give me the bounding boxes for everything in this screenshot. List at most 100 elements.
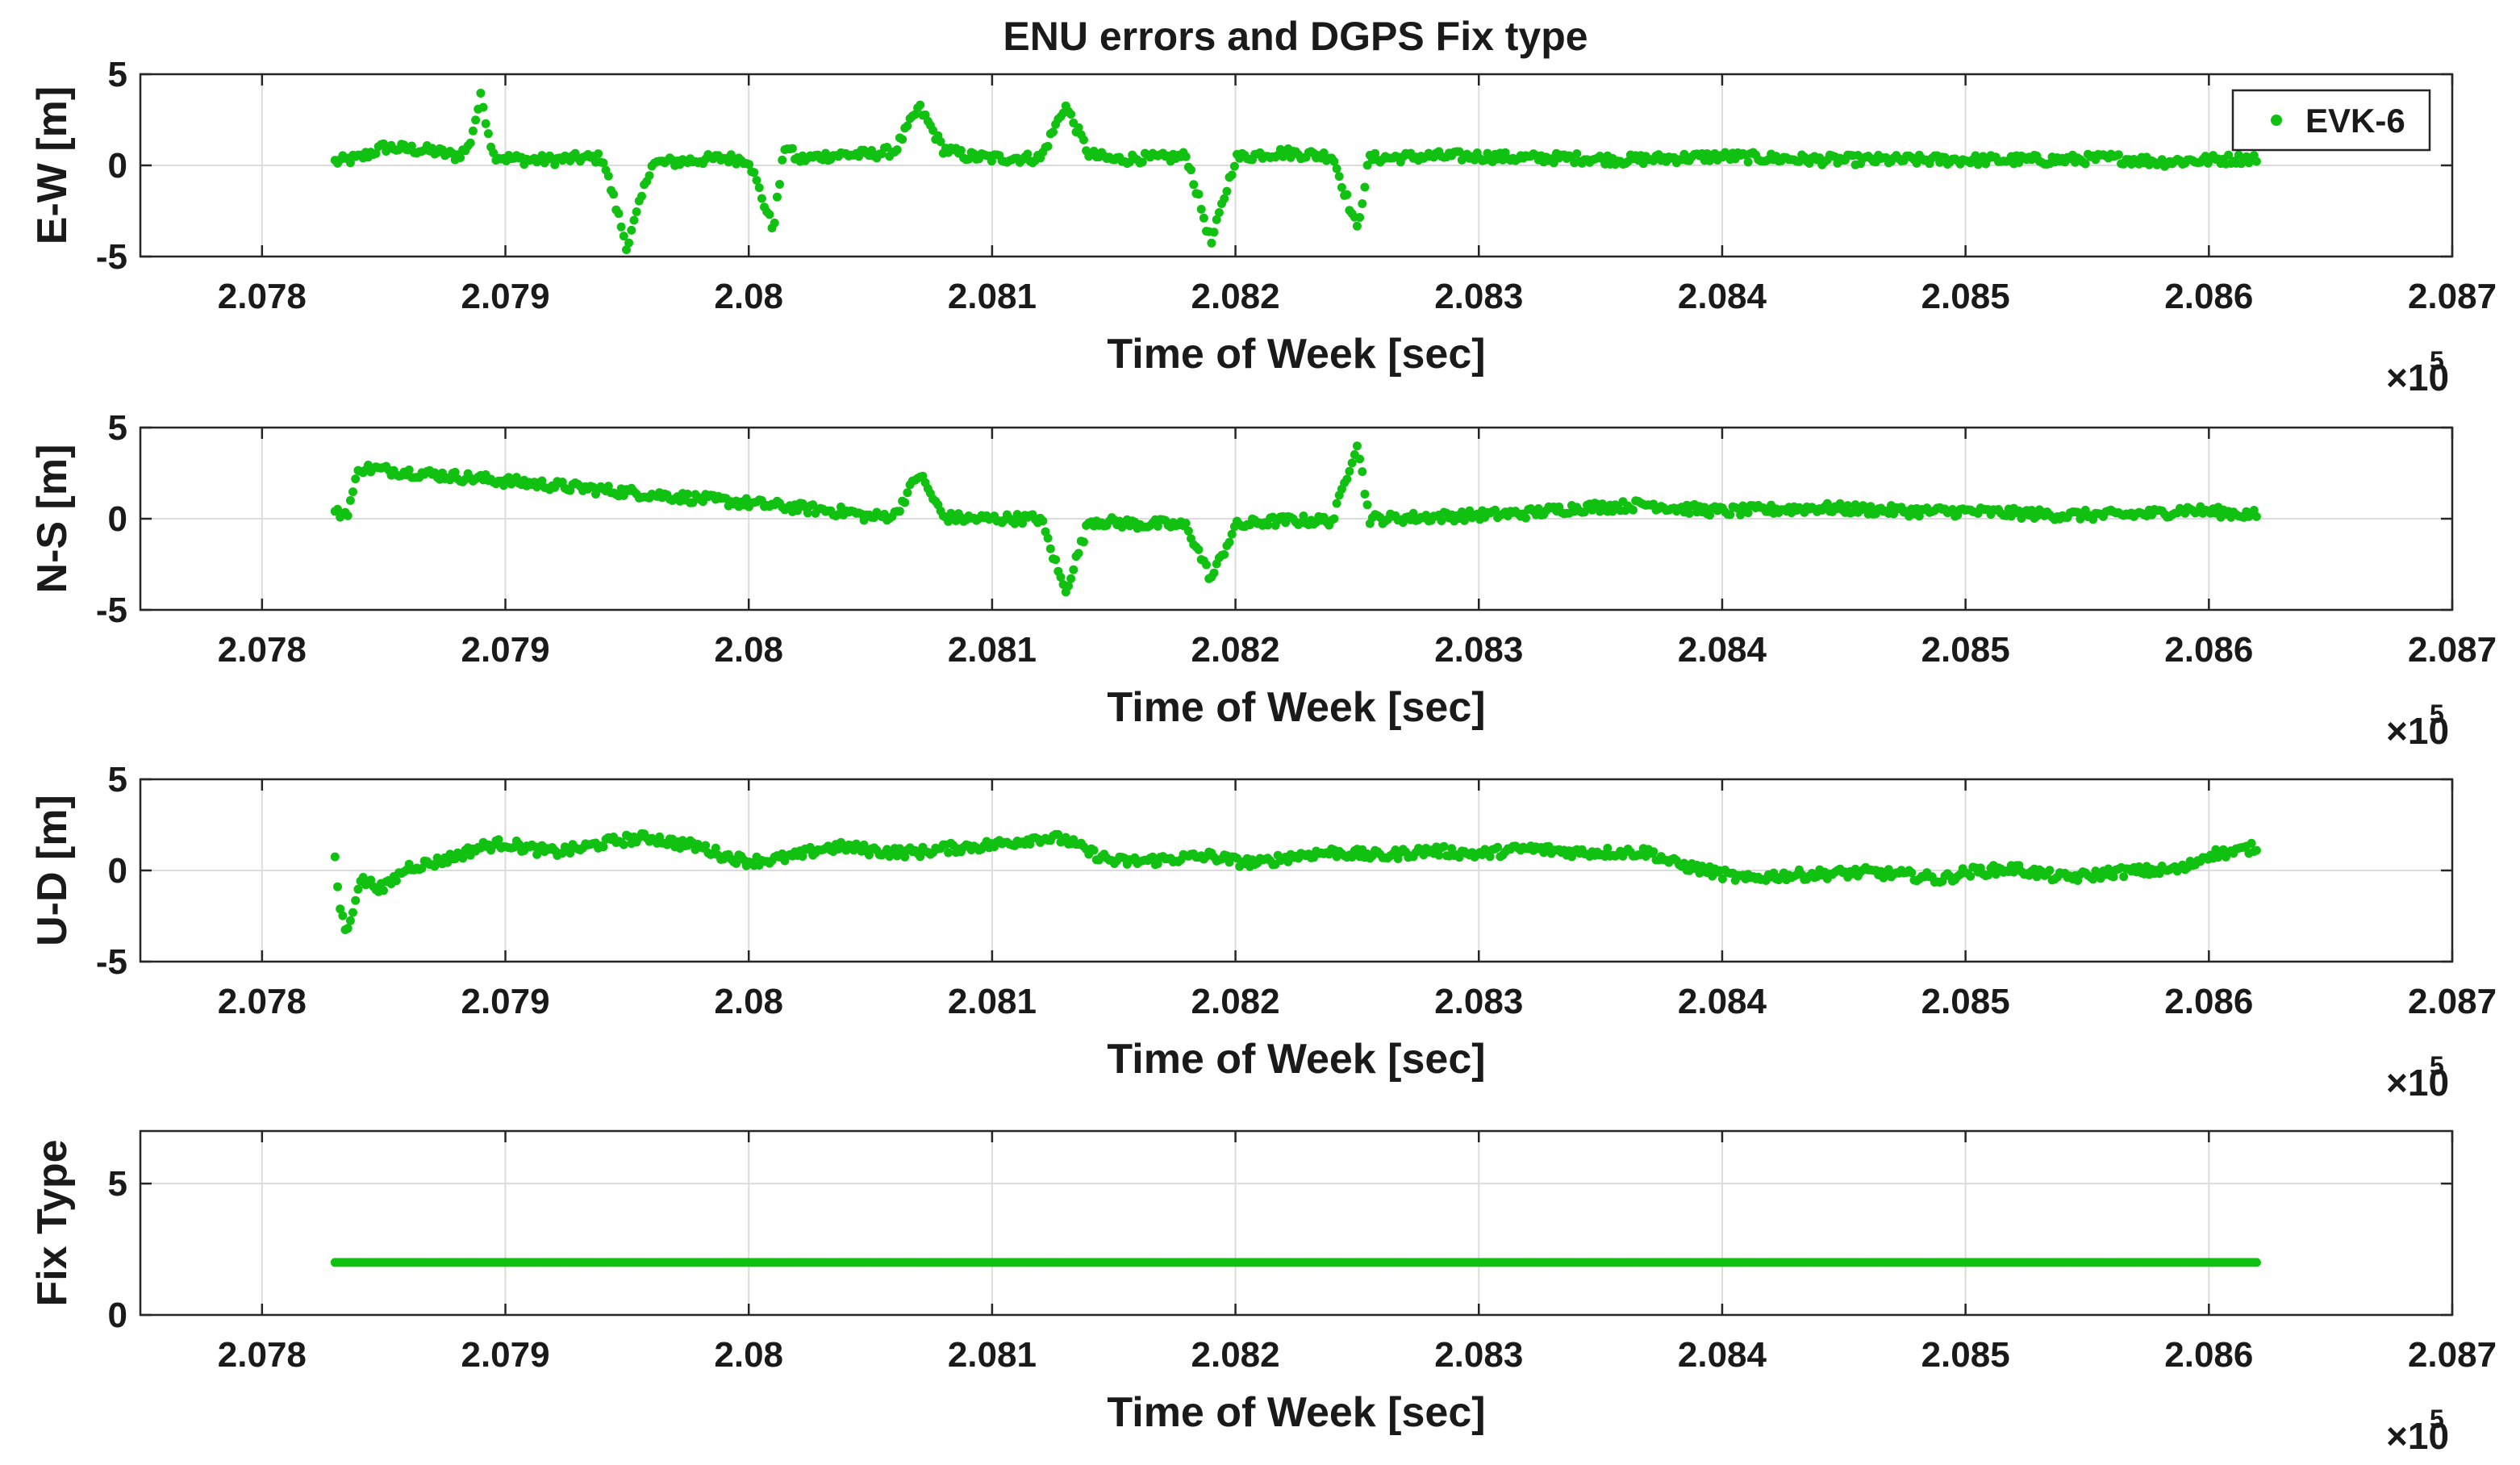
data-point xyxy=(407,141,416,151)
data-point xyxy=(1679,858,1689,868)
data-point xyxy=(1866,502,1875,511)
data-point xyxy=(732,858,741,868)
data-point xyxy=(1148,852,1158,862)
x-tick-label: 2.087 xyxy=(2408,1335,2497,1375)
x-tick-label: 2.079 xyxy=(461,982,549,1021)
data-point xyxy=(637,191,646,201)
data-point xyxy=(900,498,910,507)
y-tick-label: -5 xyxy=(96,942,127,982)
data-point xyxy=(1493,842,1503,852)
data-point xyxy=(1199,213,1208,223)
data-point xyxy=(345,158,355,168)
data-point xyxy=(898,135,907,144)
data-point xyxy=(627,225,636,235)
data-point xyxy=(1074,123,1083,132)
data-point xyxy=(450,467,460,477)
x-axis-exponent: ×10 xyxy=(2386,1062,2449,1104)
data-point xyxy=(1447,844,1457,854)
data-point xyxy=(1153,521,1162,531)
data-point xyxy=(532,849,542,859)
data-point xyxy=(2251,845,2261,855)
data-point xyxy=(338,911,348,920)
data-point xyxy=(622,245,631,254)
data-point xyxy=(1137,157,1147,167)
data-point xyxy=(2080,159,2090,169)
data-point xyxy=(1329,514,1339,524)
data-point xyxy=(1066,110,1076,119)
data-point xyxy=(333,882,342,891)
data-point xyxy=(1345,466,1354,476)
data-point xyxy=(1043,141,1053,151)
data-point xyxy=(348,487,357,497)
data-point xyxy=(900,852,910,862)
data-point xyxy=(892,145,902,155)
data-point xyxy=(806,842,815,852)
data-point xyxy=(645,171,654,181)
data-point xyxy=(903,121,912,131)
data-point xyxy=(775,180,784,189)
data-point xyxy=(936,137,945,147)
data-point xyxy=(1329,157,1339,166)
y-tick-label: 0 xyxy=(108,851,127,891)
data-point xyxy=(404,465,414,474)
data-point xyxy=(1187,165,1195,175)
data-point xyxy=(1214,208,1224,217)
data-point xyxy=(688,498,698,507)
x-tick-label: 2.08 xyxy=(714,1335,783,1375)
data-point xyxy=(1355,213,1365,222)
x-tick-label: 2.079 xyxy=(461,1335,549,1375)
data-point xyxy=(1299,511,1308,520)
data-point xyxy=(2088,874,2098,884)
data-point xyxy=(1822,499,1832,508)
data-point xyxy=(616,222,626,232)
x-tick-label: 2.078 xyxy=(218,1335,307,1375)
data-point xyxy=(1227,170,1237,180)
data-point xyxy=(1061,833,1070,842)
data-point xyxy=(468,126,478,136)
data-point xyxy=(1227,529,1237,539)
x-tick-label: 2.086 xyxy=(2164,277,2253,316)
data-point xyxy=(624,238,634,248)
data-point xyxy=(358,873,368,882)
data-point xyxy=(594,149,603,159)
axes-box xyxy=(139,1129,2454,1317)
data-point xyxy=(787,144,797,153)
y-tick-label: 5 xyxy=(108,760,127,799)
x-tick-label: 2.085 xyxy=(1921,630,2010,670)
data-point xyxy=(481,119,490,128)
data-point xyxy=(1332,164,1341,173)
data-point xyxy=(353,884,363,894)
x-axis-exponent-power: 5 xyxy=(2430,346,2444,375)
legend-marker xyxy=(2271,115,2282,126)
x-tick-label: 2.083 xyxy=(1434,277,1523,316)
data-point xyxy=(745,160,753,169)
x-tick-label: 2.085 xyxy=(1921,277,2010,316)
x-tick-label: 2.08 xyxy=(714,630,783,670)
data-point xyxy=(778,155,787,165)
data-point xyxy=(343,511,353,520)
data-point xyxy=(2045,866,2055,875)
data-point xyxy=(1358,467,1367,477)
x-axis-exponent-power: 5 xyxy=(2430,1404,2444,1434)
x-tick-label: 2.079 xyxy=(461,277,549,316)
data-point xyxy=(1053,829,1063,839)
x-tick-label: 2.078 xyxy=(218,982,307,1021)
data-point xyxy=(1089,845,1099,855)
data-point xyxy=(903,488,912,498)
x-axis-exponent-power: 5 xyxy=(2430,699,2444,728)
series-EVK-6 xyxy=(330,441,2261,597)
x-axis-exponent: ×10 xyxy=(2386,1415,2449,1457)
data-point xyxy=(1948,505,1957,514)
x-tick-label: 2.08 xyxy=(714,277,783,316)
data-point xyxy=(749,168,759,177)
x-axis-exponent: ×10 xyxy=(2386,357,2449,399)
x-tick-label: 2.081 xyxy=(948,982,1037,1021)
data-point xyxy=(1069,565,1079,574)
data-point xyxy=(1347,458,1357,468)
data-point xyxy=(1984,870,1993,880)
data-point xyxy=(895,507,904,516)
data-point xyxy=(2109,872,2118,882)
data-point xyxy=(619,232,628,241)
legend-entry: EVK-6 xyxy=(2305,102,2405,140)
